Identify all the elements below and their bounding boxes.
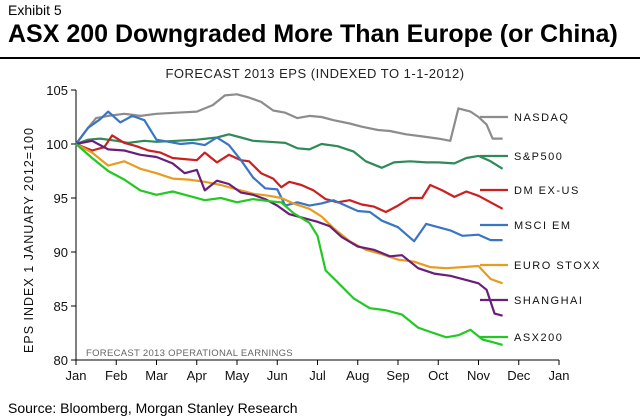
legend-label-shanghai: SHANGHAI <box>514 295 583 307</box>
x-tick-label: Apr <box>187 368 208 383</box>
x-tick-label: Jan <box>549 368 570 383</box>
x-tick-label: Nov <box>467 368 491 383</box>
y-tick-label: 100 <box>46 137 68 152</box>
y-tick-label: 85 <box>54 299 68 314</box>
x-tick-label: Dec <box>507 368 531 383</box>
series-line-asx200 <box>75 143 503 346</box>
x-tick-label: Sep <box>386 368 409 383</box>
series-line-msci-em <box>75 110 503 243</box>
y-tick-label: 105 <box>46 83 68 98</box>
series-line-dm-ex-us <box>75 134 504 214</box>
x-tick-label: Jan <box>66 368 87 383</box>
series-group <box>75 93 504 346</box>
exhibit-label: Exhibit 5 <box>8 2 62 18</box>
x-tick-label: Mar <box>145 368 168 383</box>
y-tick-group: 80 85 90 95 100 105 <box>46 83 76 368</box>
series-line-euro-stoxx <box>75 143 503 285</box>
legend: NASDAQ S&P500 DM EX-US MSCI EM EURO STOXX SHA… <box>480 112 601 344</box>
y-tick-label: 95 <box>54 191 68 206</box>
y-tick-label: 90 <box>54 245 68 260</box>
page-title: ASX 200 Downgraded More Than Europe (or … <box>8 20 618 48</box>
legend-label-dm-ex-us: DM EX-US <box>514 185 580 197</box>
x-tick-group: Jan Feb Mar Apr May Jun Jul Aug Sep Oct Nov Dec Jan <box>66 360 570 383</box>
x-tick-label: Jun <box>267 368 288 383</box>
legend-label-msci-em: MSCI EM <box>514 220 572 232</box>
x-tick-label: Jul <box>309 368 326 383</box>
legend-label-euro-stoxx: EURO STOXX <box>514 260 601 272</box>
y-tick-label: 80 <box>54 353 68 368</box>
source-note: Source: Bloomberg, Morgan Stanley Resear… <box>8 400 298 416</box>
title-rule <box>0 57 640 59</box>
chart-annotation: FORECAST 2013 OPERATIONAL EARNINGS <box>86 348 293 359</box>
legend-label-asx200: ASX200 <box>514 332 563 344</box>
x-tick-label: Oct <box>428 368 449 383</box>
series-line-nasdaq <box>75 93 503 145</box>
series-line-shanghai <box>75 139 503 317</box>
legend-label-s-p500: S&P500 <box>514 151 563 163</box>
y-axis-label: EPS INDEX 1 JANUARY 2012=100 <box>22 127 36 353</box>
x-tick-label: Feb <box>105 368 127 383</box>
x-tick-label: May <box>225 368 250 383</box>
series-line-s-p500 <box>75 133 504 170</box>
chart-title: FORECAST 2013 EPS (INDEXED TO 1-1-2012) <box>165 66 464 81</box>
eps-line-chart: FORECAST 2013 EPS (INDEXED TO 1-1-2012) … <box>22 66 601 383</box>
legend-label-nasdaq: NASDAQ <box>514 112 569 124</box>
x-tick-label: Aug <box>346 368 369 383</box>
